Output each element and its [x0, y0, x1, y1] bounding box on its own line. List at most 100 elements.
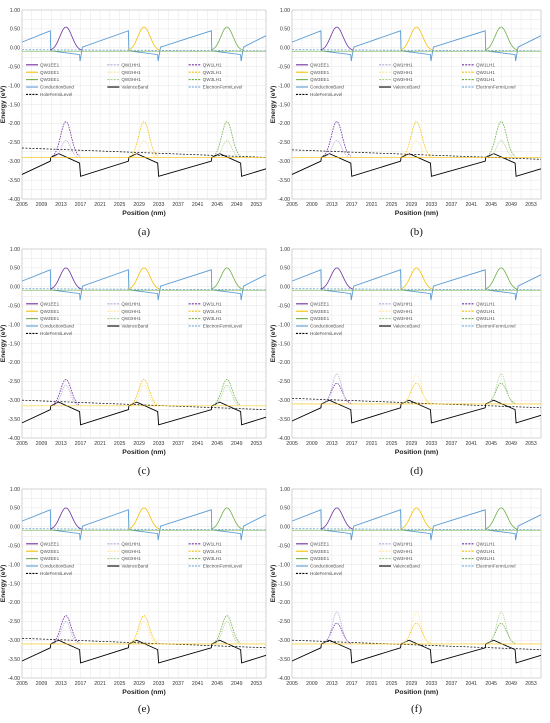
x-tick-label: 2021 — [366, 681, 378, 687]
light-hole-wavefunction-peak — [402, 121, 431, 157]
light-hole-wavefunction-peak — [322, 121, 351, 157]
conduction-band-line — [21, 509, 267, 541]
x-tick-label: 2025 — [386, 681, 398, 687]
x-axis-label: Position (nm) — [122, 689, 165, 696]
x-tick-label: 2005 — [286, 441, 298, 447]
legend-label: HoleFermiLevel — [310, 331, 342, 336]
x-tick-label: 2009 — [36, 202, 48, 208]
x-tick-label: 2025 — [114, 202, 126, 208]
x-tick-label: 2017 — [75, 681, 87, 687]
x-tick-label: 2017 — [346, 202, 358, 208]
legend-label: QW2EE1 — [40, 309, 60, 314]
y-tick-label: -1.00 — [278, 83, 290, 89]
valence-band-line — [21, 401, 267, 426]
valence-band-line — [21, 153, 267, 177]
x-tick-label: 2041 — [466, 441, 478, 447]
x-tick-label: 2029 — [406, 441, 418, 447]
legend-label: QW2HH1 — [121, 549, 141, 554]
electron-fermi-level-line — [21, 528, 267, 531]
heavy-hole-wavefunction-peak — [54, 620, 78, 644]
legend-label: QW1HH1 — [121, 301, 141, 306]
x-tick-label: 2041 — [192, 441, 204, 447]
panel-caption: (a) — [138, 226, 151, 238]
x-tick-label: 2021 — [366, 202, 378, 208]
legend-label: HoleFermiLevel — [310, 571, 342, 576]
y-axis-label: Energy (eV) — [270, 86, 277, 124]
heavy-hole-wavefunction-peak — [132, 139, 156, 158]
y-tick-label: -2.00 — [8, 121, 20, 127]
legend-label: ValenceBand — [121, 85, 148, 90]
x-tick-label: 2041 — [466, 202, 478, 208]
x-tick-label: 2005 — [286, 681, 298, 687]
legend-label: QW2LH1 — [476, 309, 495, 314]
x-tick-label: 2025 — [114, 441, 126, 447]
y-tick-label: -1.00 — [8, 83, 20, 89]
x-tick-label: 2037 — [446, 681, 458, 687]
x-tick-label: 2045 — [485, 681, 497, 687]
y-tick-label: -1.50 — [278, 581, 290, 587]
y-tick-label: -3.50 — [8, 657, 20, 663]
light-hole-wavefunction-peak — [52, 121, 80, 157]
heavy-hole-wavefunction-peak — [324, 139, 349, 158]
legend-label: QW2HH1 — [121, 309, 141, 314]
y-tick-label: -2.50 — [8, 140, 20, 146]
legend-label: QW3LH1 — [476, 77, 495, 82]
legend-label: QW2EE1 — [310, 309, 330, 314]
y-tick-label: 0.00 — [280, 46, 290, 52]
plot-frame — [21, 9, 267, 200]
x-tick-label: 2029 — [133, 681, 145, 687]
x-tick-label: 2037 — [172, 202, 184, 208]
y-tick-label: -1.50 — [8, 341, 20, 347]
legend-label: ValenceBand — [393, 564, 420, 569]
x-tick-label: 2049 — [231, 681, 243, 687]
legend-label: QW1EE1 — [40, 301, 60, 306]
y-tick-label: -3.00 — [8, 638, 20, 644]
legend-label: QW3EE1 — [310, 77, 330, 82]
legend-label: QW2LH1 — [476, 549, 495, 554]
y-tick-label: -3.50 — [8, 178, 20, 184]
y-axis-label: Energy (eV) — [270, 325, 277, 363]
y-tick-label: -3.00 — [8, 159, 20, 165]
x-tick-label: 2029 — [133, 202, 145, 208]
y-tick-label: -0.50 — [278, 65, 290, 71]
x-tick-label: 2041 — [192, 202, 204, 208]
light-hole-wavefunction-peak — [486, 121, 516, 157]
legend-label: QW3HH1 — [393, 556, 413, 561]
x-axis-label: Position (nm) — [122, 210, 165, 217]
legend-label: QW3HH1 — [121, 316, 141, 321]
legend-label: QW1LH1 — [203, 301, 222, 306]
legend-label: QW1EE1 — [40, 541, 60, 546]
light-hole-wavefunction-peak — [213, 378, 241, 406]
heavy-hole-wavefunction-peak — [132, 620, 156, 644]
x-tick-label: 2005 — [16, 681, 28, 687]
y-tick-label: -4.00 — [8, 436, 20, 442]
y-tick-label: 0.50 — [280, 266, 290, 272]
y-tick-label: 0.00 — [280, 525, 290, 531]
y-tick-label: -3.00 — [8, 398, 20, 404]
electron-wavefunction-peak — [211, 26, 243, 51]
legend-label: QW3EE1 — [40, 316, 60, 321]
y-tick-label: -2.00 — [278, 600, 290, 606]
legend-label: QW3HH1 — [393, 77, 413, 82]
legend-label: QW2HH1 — [393, 549, 413, 554]
x-tick-label: 2033 — [153, 441, 165, 447]
x-tick-label: 2009 — [306, 441, 318, 447]
light-hole-wavefunction-peak — [130, 378, 158, 406]
electron-wavefunction-peak — [400, 267, 433, 290]
x-tick-label: 2013 — [55, 202, 67, 208]
x-tick-label: 2041 — [192, 681, 204, 687]
legend-label: ConductionBand — [310, 564, 344, 569]
x-tick-label: 2013 — [326, 441, 338, 447]
y-tick-label: -2.00 — [278, 121, 290, 127]
electron-fermi-level-line — [291, 528, 542, 531]
electron-fermi-level-line — [21, 49, 267, 52]
legend-label: QW3LH1 — [203, 316, 222, 321]
x-tick-label: 2053 — [250, 681, 262, 687]
plot-frame — [291, 248, 542, 439]
valence-band-line — [21, 639, 267, 664]
legend-label: ConductionBand — [40, 85, 74, 90]
y-tick-label: -4.00 — [8, 197, 20, 203]
legend-label: QW3HH1 — [121, 556, 141, 561]
chart-panel-2: 1.00 0.50 0.00 -0.50 -1.00 -1.50 -2.00 -2.50 -3.… — [270, 8, 542, 238]
legend-label: QW2HH1 — [393, 70, 413, 75]
